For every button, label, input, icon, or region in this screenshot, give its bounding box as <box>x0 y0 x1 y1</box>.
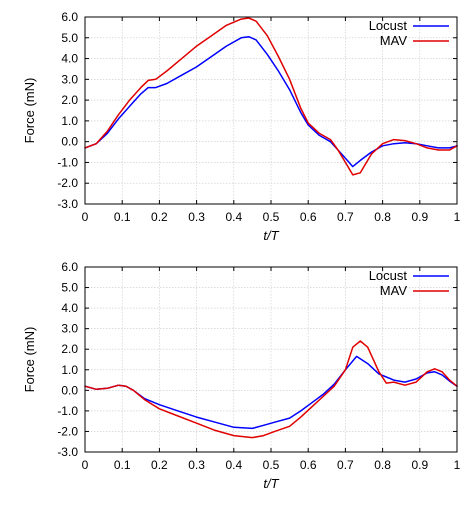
x-tick-label: 0.1 <box>114 458 131 472</box>
x-tick-label: 0.6 <box>300 210 317 224</box>
x-tick-label: 0.2 <box>151 458 168 472</box>
y-tick-label: 4.0 <box>61 301 78 315</box>
x-tick-label: 0.1 <box>114 210 131 224</box>
x-tick-label: 0.2 <box>151 210 168 224</box>
y-axis-label: Force (mN) <box>22 327 37 393</box>
legend-label-mav: MAV <box>380 33 408 48</box>
x-tick-label: 1 <box>454 210 461 224</box>
x-tick-label: 0 <box>82 458 89 472</box>
x-tick-label: 0.7 <box>337 210 354 224</box>
y-tick-label: -2.0 <box>57 424 78 438</box>
x-tick-label: 0.4 <box>225 210 242 224</box>
y-tick-label: 6.0 <box>61 10 78 24</box>
y-axis-label: Force (mN) <box>22 78 37 144</box>
x-tick-label: 0.9 <box>411 458 428 472</box>
y-tick-label: -3.0 <box>57 197 78 211</box>
y-tick-label: -1.0 <box>57 155 78 169</box>
x-tick-label: 0 <box>82 210 89 224</box>
x-tick-label: 0.3 <box>188 210 205 224</box>
x-tick-label: 0.3 <box>188 458 205 472</box>
y-tick-label: 1.0 <box>61 363 78 377</box>
y-tick-label: 0.0 <box>61 383 78 397</box>
chart-panel-1: 0 0.1 0.2 0.3 0.4 0.5 0.6 0.7 0.8 0.9 1 -3.0 -2.0 -1.… <box>22 10 461 243</box>
x-tick-label: 1 <box>454 458 461 472</box>
y-tick-label: 6.0 <box>61 260 78 274</box>
x-tick-label: 0.8 <box>374 210 391 224</box>
series-line-mav <box>84 340 458 439</box>
x-axis-label: t/T <box>263 476 279 491</box>
series-line-mav <box>84 17 458 176</box>
x-tick-label: 0.5 <box>263 210 280 224</box>
y-tick-label: 1.0 <box>61 114 78 128</box>
y-tick-label: 0.0 <box>61 135 78 149</box>
y-tick-label: 5.0 <box>61 281 78 295</box>
series-line-locust <box>84 35 458 168</box>
y-tick-label: 5.0 <box>61 31 78 45</box>
y-tick-label: 3.0 <box>61 322 78 336</box>
x-tick-label: 0.8 <box>374 458 391 472</box>
y-tick-label: -1.0 <box>57 404 78 418</box>
legend-label-locust: Locust <box>369 18 408 33</box>
x-tick-label: 0.4 <box>225 458 242 472</box>
legend-label-mav: MAV <box>380 283 408 298</box>
x-tick-label: 0.9 <box>411 210 428 224</box>
y-tick-label: 4.0 <box>61 52 78 66</box>
y-tick-label: -2.0 <box>57 176 78 190</box>
x-axis-label: t/T <box>263 228 279 243</box>
y-tick-label: 3.0 <box>61 72 78 86</box>
x-tick-label: 0.6 <box>300 458 317 472</box>
legend-label-locust: Locust <box>369 268 408 283</box>
y-tick-label: 2.0 <box>61 342 78 356</box>
x-tick-label: 0.7 <box>337 458 354 472</box>
chart-panel-2: 0 0.1 0.2 0.3 0.4 0.5 0.6 0.7 0.8 0.9 1 -3.0 -2.0 -1.… <box>22 260 461 491</box>
y-tick-label: -3.0 <box>57 445 78 459</box>
y-tick-label: 2.0 <box>61 93 78 107</box>
x-tick-label: 0.5 <box>263 458 280 472</box>
